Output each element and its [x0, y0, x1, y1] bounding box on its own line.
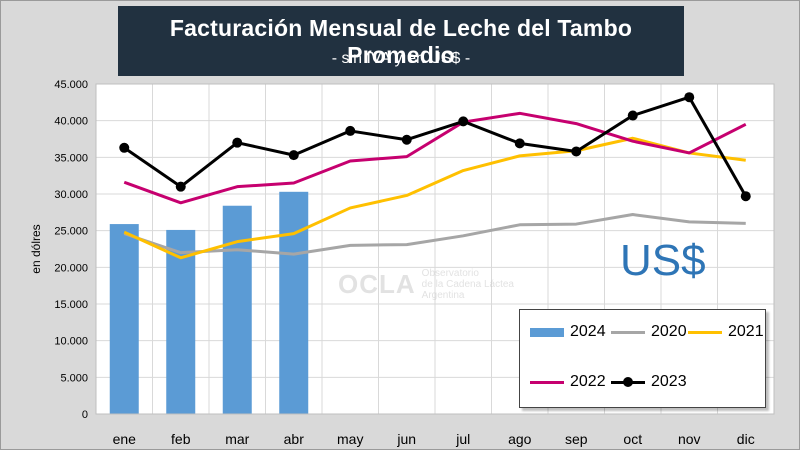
chart-title: Facturación Mensual de Leche del Tambo P… [169, 15, 633, 68]
currency-label: US$ [620, 236, 706, 285]
legend-label-2020: 2020 [651, 323, 687, 340]
point-2023-jun [401, 134, 412, 145]
legend-label-2022: 2022 [570, 373, 606, 390]
x-tick-label-ago: ago [508, 431, 532, 447]
y-tick-label-3: 15.000 [54, 299, 88, 311]
legend-item-2024: 2024 [530, 323, 606, 341]
legend-item-2021: 2021 [688, 323, 764, 341]
point-2023-feb [175, 181, 186, 192]
point-2023-jul [458, 116, 469, 127]
point-2023-sep [571, 146, 582, 157]
point-2023-dic [740, 191, 751, 202]
y-axis-label: en dólres [29, 224, 43, 273]
y-tick-label-0: 0 [82, 409, 88, 421]
watermark-line1: Observatorio [421, 268, 479, 279]
y-tick-label-4: 20.000 [54, 262, 88, 274]
y-tick-label-9: 45.000 [54, 79, 88, 91]
line-2020 [123, 213, 746, 256]
x-tick-label-feb: feb [171, 431, 191, 447]
bar-2024-feb [166, 229, 196, 414]
legend: 2024 2020 2021 2022 2023 [519, 309, 766, 408]
point-2023-oct [627, 110, 638, 121]
legend-swatch-2024 [530, 327, 564, 337]
bar-2024-abr [279, 191, 309, 414]
point-2023-mar [232, 137, 243, 148]
legend-marker-2023 [623, 376, 633, 387]
bar-2024-ene [109, 224, 139, 414]
x-tick-label-jun: jun [396, 431, 416, 447]
legend-item-2022: 2022 [530, 373, 606, 391]
legend-swatch-2020 [611, 330, 645, 334]
x-tick-label-nov: nov [678, 431, 701, 447]
point-2023-may [345, 125, 356, 136]
watermark-logo: OCLA [338, 269, 416, 299]
line-2021 [123, 136, 746, 260]
x-tick-label-mar: mar [225, 431, 249, 447]
line-2022 [123, 111, 747, 205]
y-tick-label-2: 10.000 [54, 336, 88, 348]
x-tick-label-dic: dic [737, 431, 755, 447]
y-tick-label-1: 5.000 [60, 372, 88, 384]
bar-2024-mar [222, 205, 252, 414]
x-tick-label-abr: abr [284, 431, 305, 447]
y-tick-label-5: 25.000 [54, 226, 88, 238]
watermark-line3: Argentina [421, 290, 465, 301]
y-tick-label-6: 30.000 [54, 189, 88, 201]
point-2023-nov [684, 92, 695, 103]
line-2023 [123, 95, 748, 197]
y-tick-label-7: 35.000 [54, 152, 88, 164]
legend-label-2024: 2024 [570, 323, 606, 340]
x-tick-label-may: may [337, 431, 363, 447]
chart-subtitle: - sin IVA y en US$ - [331, 50, 471, 67]
title-box: Facturación Mensual de Leche del Tambo P… [118, 6, 684, 76]
point-2023-ago [514, 138, 525, 149]
point-2023-ene [119, 142, 130, 153]
x-tick-label-sep: sep [565, 431, 588, 447]
point-2023-abr [288, 150, 299, 161]
y-tick-label-8: 40.000 [54, 116, 88, 128]
x-tick-label-jul: jul [455, 431, 470, 447]
watermark-line2: de la Cadena Láctea [421, 279, 514, 290]
plot-border [95, 83, 775, 415]
ocla-watermark: OCLA Observatorio de la Cadena Láctea Ar… [338, 268, 514, 301]
legend-label-2021: 2021 [728, 323, 764, 340]
watermark-text: Observatorio de la Cadena Láctea Argenti… [422, 268, 514, 301]
x-tick-label-oct: oct [623, 431, 642, 447]
legend-item-2020: 2020 [611, 323, 687, 341]
x-tick-label-ene: ene [113, 431, 137, 447]
legend-item-2023: 2023 [611, 373, 687, 391]
legend-swatch-2021 [688, 330, 722, 334]
legend-swatch-2022 [530, 380, 564, 384]
legend-label-2023: 2023 [651, 373, 687, 390]
legend-swatch-2023 [611, 376, 645, 387]
